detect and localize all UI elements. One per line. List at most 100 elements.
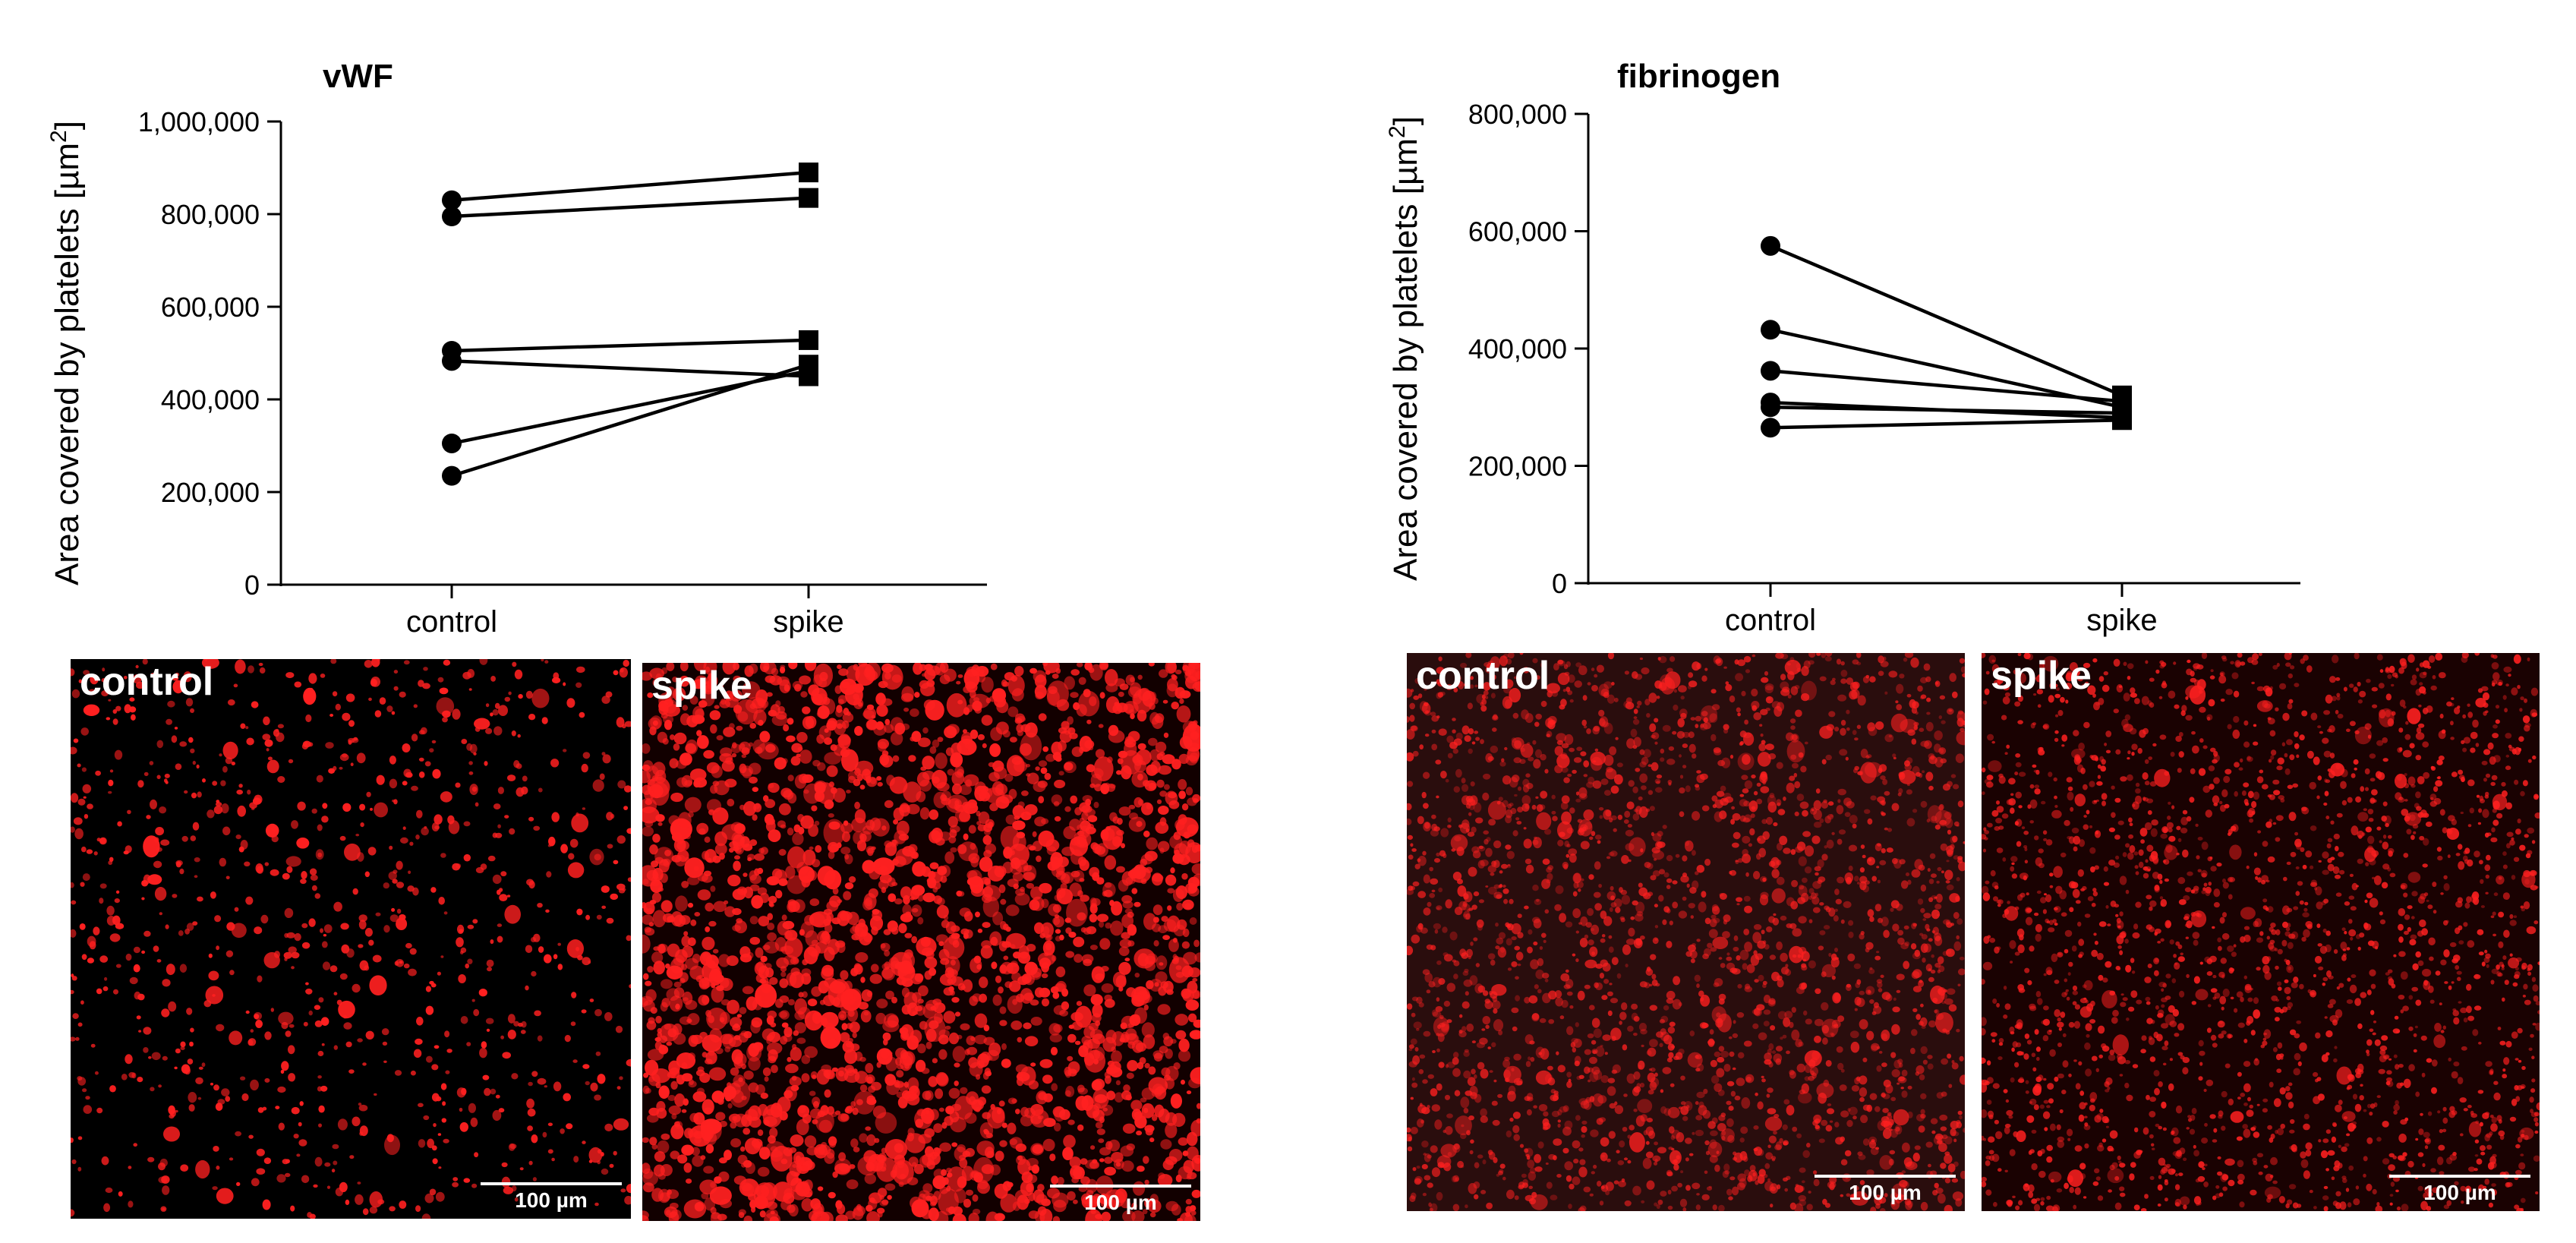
platelet-dot xyxy=(1808,960,1816,969)
platelet-dot xyxy=(804,1135,817,1148)
platelet-dot xyxy=(1801,692,1810,702)
platelet-dot xyxy=(844,882,854,890)
platelet-dot xyxy=(1928,785,1934,790)
platelet-dot xyxy=(525,985,529,991)
platelet-dot xyxy=(642,760,654,772)
platelet-dot xyxy=(1096,913,1109,923)
platelet-dot xyxy=(1056,699,1070,711)
platelet-dot xyxy=(1741,775,1748,781)
platelet-dot xyxy=(670,1081,678,1090)
platelet-dot xyxy=(1421,791,1427,799)
platelet-dot xyxy=(183,671,192,683)
platelet-dot xyxy=(384,1134,400,1156)
platelet-dot xyxy=(345,693,355,702)
platelet-dot xyxy=(1588,1079,1591,1083)
platelet-dot xyxy=(935,1088,944,1099)
platelet-dot xyxy=(694,912,701,916)
platelet-dot xyxy=(616,883,626,891)
platelet-dot xyxy=(818,980,830,994)
platelet-dot xyxy=(929,862,939,869)
platelet-dot xyxy=(553,954,558,960)
platelet-dot xyxy=(754,803,761,809)
control-point xyxy=(442,465,462,486)
platelet-dot xyxy=(112,718,118,725)
platelet-dot xyxy=(1605,809,1612,817)
platelet-dot xyxy=(708,920,717,927)
platelet-dot xyxy=(1950,774,1956,778)
platelet-dot xyxy=(1115,1162,1121,1167)
platelet-dot xyxy=(1515,817,1520,821)
platelet-dot xyxy=(1125,674,1135,686)
platelet-dot xyxy=(992,994,1002,1006)
platelet-dot xyxy=(408,870,411,875)
platelet-dot xyxy=(872,1106,887,1118)
platelet-dot xyxy=(1574,1060,1580,1067)
platelet-dot xyxy=(1455,680,1463,687)
platelet-dot xyxy=(739,1007,747,1014)
platelet-dot xyxy=(1140,1097,1147,1103)
micrograph-texture xyxy=(1407,653,1965,1211)
platelet-dot xyxy=(1912,923,1917,927)
platelet-dot xyxy=(787,999,795,1006)
platelet-dot xyxy=(1896,973,1905,980)
platelet-dot xyxy=(1695,1204,1701,1210)
platelet-dot xyxy=(588,1147,603,1163)
platelet-dot xyxy=(1409,1195,1416,1203)
platelet-dot xyxy=(1790,686,1799,696)
platelet-dot xyxy=(1552,816,1558,822)
platelet-dot xyxy=(1430,1088,1438,1096)
platelet-dot xyxy=(563,749,567,752)
platelet-dot xyxy=(1956,877,1960,882)
platelet-dot xyxy=(730,1067,739,1076)
platelet-dot xyxy=(646,1021,657,1030)
platelet-dot xyxy=(1557,1119,1561,1123)
platelet-dot xyxy=(1178,1166,1193,1180)
platelet-dot xyxy=(1852,823,1857,829)
platelet-dot xyxy=(1573,1038,1582,1048)
platelet-dot xyxy=(541,717,548,724)
platelet-dot xyxy=(1012,1201,1021,1211)
platelet-dot xyxy=(1679,811,1685,817)
platelet-dot xyxy=(1859,1075,1868,1085)
platelet-dot xyxy=(463,853,471,862)
platelet-dot xyxy=(1813,1170,1818,1175)
platelet-dot xyxy=(201,1062,206,1068)
platelet-dot xyxy=(332,691,338,697)
platelet-dot xyxy=(1111,1031,1125,1046)
platelet-dot xyxy=(194,875,198,879)
platelet-dot xyxy=(869,817,881,831)
platelet-dot xyxy=(1944,1204,1953,1211)
platelet-dot xyxy=(1080,820,1091,831)
platelet-dot xyxy=(1580,916,1588,926)
platelet-dot xyxy=(782,920,795,929)
platelet-dot xyxy=(1799,1199,1806,1207)
platelet-dot xyxy=(780,1158,788,1165)
platelet-dot xyxy=(278,1011,294,1025)
platelet-dot xyxy=(443,911,448,915)
platelet-dot xyxy=(1790,849,1796,855)
platelet-dot xyxy=(1667,1205,1673,1210)
platelet-dot xyxy=(1123,1084,1130,1093)
platelet-dot xyxy=(789,1147,797,1153)
platelet-dot xyxy=(1912,952,1921,960)
platelet-dot xyxy=(713,901,727,913)
platelet-dot xyxy=(1162,754,1175,765)
platelet-dot xyxy=(898,923,907,934)
platelet-dot xyxy=(1793,772,1798,778)
platelet-dot xyxy=(606,812,613,821)
platelet-dot xyxy=(1783,1141,1788,1146)
platelet-dot xyxy=(976,964,982,970)
platelet-dot xyxy=(1622,944,1632,955)
platelet-dot xyxy=(737,1154,748,1165)
platelet-dot xyxy=(1009,850,1015,856)
platelet-dot xyxy=(1175,1030,1187,1040)
platelet-dot xyxy=(866,719,878,730)
platelet-dot xyxy=(1775,653,1784,659)
platelet-dot xyxy=(1410,843,1414,847)
platelet-dot xyxy=(1491,860,1496,866)
platelet-dot xyxy=(828,1136,837,1146)
platelet-dot xyxy=(708,1015,714,1024)
platelet-dot xyxy=(1831,975,1836,980)
platelet-dot xyxy=(248,665,254,674)
platelet-dot xyxy=(251,807,255,810)
